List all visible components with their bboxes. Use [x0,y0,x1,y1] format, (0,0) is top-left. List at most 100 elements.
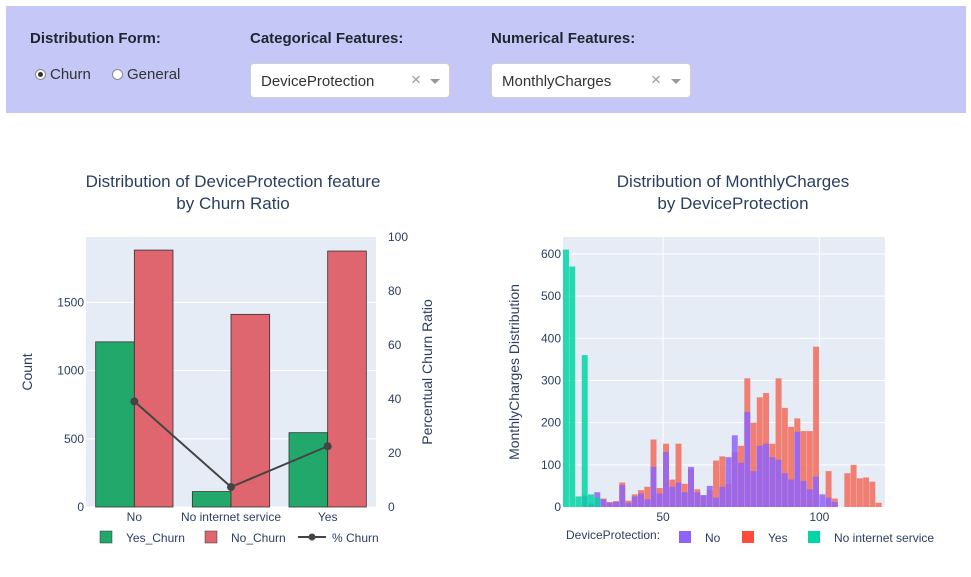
hist-bar-no-internet-service [575,496,582,507]
hist-bar-no [663,452,669,507]
hist-bar-yes [800,431,807,507]
hist-bar-yes [875,502,882,507]
chart2-legend-title: DeviceProtection: [566,528,660,542]
bar-yes-churn-0 [95,341,135,508]
legend-no-internet-label: No internet service [834,531,934,545]
x-tick-label: 100 [809,510,829,524]
hist-bar-yes [806,431,813,507]
legend-churn-label: % Churn [332,531,379,545]
y2-tick-label: 40 [388,392,402,406]
y2-tick-label: 0 [388,500,395,514]
clear-icon[interactable]: × [411,70,421,89]
churn-ratio-point-1 [227,483,235,492]
distribution-form-title: Distribution Form: [30,30,161,47]
legend-churn-marker [308,533,316,541]
chart1-y-axis-label: Count [19,353,35,390]
clear-icon[interactable]: × [651,70,661,89]
hist-bar-no [675,482,682,507]
chart1-y2-axis-label: Percentual Churn Ratio [419,299,435,445]
hist-bar-yes [850,464,857,507]
categorical-feature-dropdown[interactable]: DeviceProtection × [250,63,450,98]
x-tick-label: No internet service [181,510,281,524]
hist-bar-yes [719,456,726,507]
chart1-title-line2: by Churn Ratio [176,194,289,213]
hist-bar-yes [644,486,651,507]
radio-churn-selected-icon[interactable] [35,69,46,80]
hist-bar-no [625,502,632,507]
numerical-feature-value: MonthlyCharges [502,73,612,90]
hist-bar-yes [675,443,682,507]
hist-bar-yes [813,346,820,507]
hist-bar-no [831,501,838,507]
chart1-title-line1: Distribution of DeviceProtection feature [86,172,381,191]
hist-bar-no-internet-service [569,266,576,507]
hist-bar-no-internet-service [594,497,601,507]
hist-bar-no [750,471,757,507]
hist-bar-yes [844,473,851,507]
y-tick-label: 200 [541,416,561,430]
hist-bar-yes [750,422,757,507]
chevron-down-icon[interactable] [430,79,440,84]
radio-general-label: General [127,66,181,83]
hist-bar-no [725,457,732,507]
chevron-down-icon[interactable] [671,79,681,84]
hist-bar-no [719,486,726,507]
y2-tick-label: 20 [388,446,402,460]
churn-ratio-chart: Distribution of DeviceProtection feature… [19,172,435,545]
y-tick-label: 300 [541,373,561,387]
x-tick-label: Yes [318,510,338,524]
hist-bar-no [700,495,707,507]
churn-ratio-point-2 [323,442,332,451]
hist-bar-yes [825,471,832,507]
radio-churn[interactable]: Churn [35,66,91,83]
hist-bar-no [694,492,701,507]
hist-bar-no [644,499,651,507]
legend-yes-label: Yes [768,531,788,545]
hist-bar-no [825,497,832,507]
hist-bar-no [788,479,795,507]
chart2-title-line1: Distribution of MonthlyCharges [617,172,849,191]
chart2-y-axis-label: MonthlyCharges Distribution [506,284,522,460]
numerical-features-title: Numerical Features: [491,30,636,47]
chart2-title-line2: by DeviceProtection [657,194,808,213]
hist-bar-no [744,412,751,507]
y-tick-label: 100 [541,458,561,472]
hist-bar-no-internet-service [581,355,588,507]
chart2-legend: DeviceProtection: No Yes No internet ser… [566,528,934,545]
legend-no-internet-swatch [808,531,820,543]
hist-bar-no [775,459,782,507]
hist-bar-yes [863,477,870,507]
y2-tick-label: 60 [388,338,402,352]
hist-bar-yes [856,478,863,507]
legend-no-label: No [705,531,721,545]
y2-tick-label: 80 [388,284,402,298]
y-tick-label: 0 [554,500,561,514]
hist-bar-no [688,466,695,507]
legend-no-churn-label: No_Churn [231,531,286,545]
radio-general[interactable]: General [112,66,180,83]
hist-bar-no-internet-service [588,494,594,507]
bar-yes-churn-2 [288,432,329,508]
y-tick-label: 1500 [57,295,84,309]
hist-bar-no [813,476,820,507]
hist-bar-no [681,492,688,507]
hist-bar-no [738,462,745,507]
hist-bar-no [806,489,813,507]
hist-bar-no [650,466,657,507]
hist-bar-no [613,501,619,507]
hist-bar-no [638,493,644,507]
legend-yes-churn-swatch [99,530,113,544]
y2-tick-label: 100 [388,230,408,244]
hist-bar-yes [775,378,782,507]
hist-bar-no [713,497,720,507]
radio-churn-label: Churn [50,66,91,83]
legend-yes-churn-label: Yes_Churn [126,531,185,545]
hist-bar-no [781,473,788,507]
numerical-feature-dropdown[interactable]: MonthlyCharges × [491,63,691,98]
hist-bar-no-internet-service [563,249,569,507]
hist-bar-no [669,486,676,507]
bar-no-churn-0 [133,249,174,508]
radio-general-unselected-icon[interactable] [112,69,123,80]
legend-yes-swatch [742,531,754,543]
y-tick-label: 600 [541,247,561,261]
